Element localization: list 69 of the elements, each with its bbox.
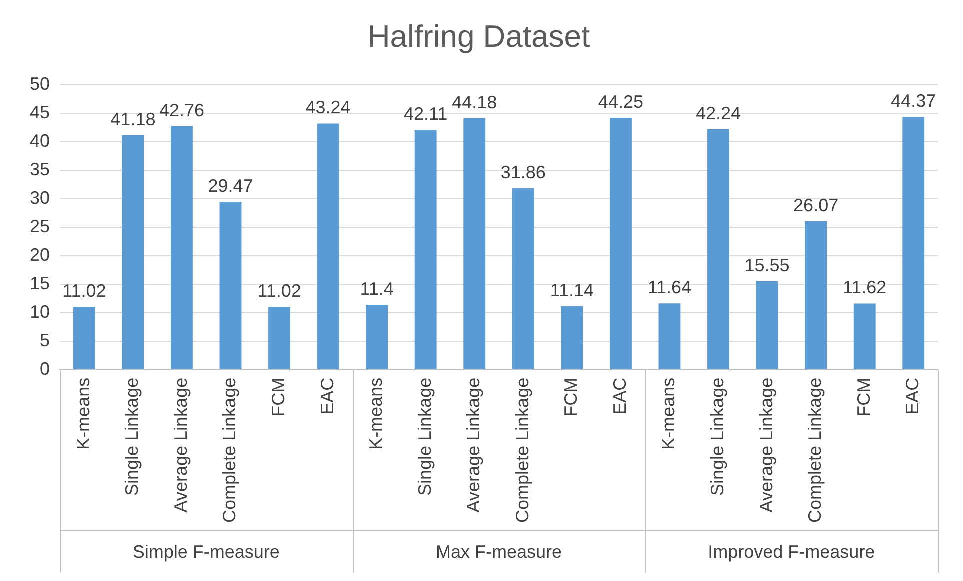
y-tick-label: 25 [30, 216, 50, 237]
data-label: 11.4 [360, 278, 394, 299]
y-tick-label: 15 [30, 273, 50, 294]
y-tick-label: 30 [30, 188, 50, 208]
x-tick-label: FCM [854, 378, 874, 417]
data-label: 41.18 [110, 109, 156, 130]
y-tick-label: 10 [30, 302, 50, 322]
x-tick-label: K-means [366, 378, 386, 450]
y-tick-label: 40 [30, 131, 50, 152]
bar [220, 202, 242, 370]
x-tick-label: EAC [902, 378, 923, 415]
data-label: 11.14 [550, 280, 594, 300]
data-label: 11.62 [842, 278, 887, 298]
x-tick-label: K-means [73, 378, 94, 450]
bar [756, 281, 778, 370]
data-label: 42.76 [159, 100, 204, 120]
bar [366, 304, 388, 370]
data-label: 11.02 [62, 281, 106, 302]
y-tick-label: 45 [30, 102, 50, 123]
bar [658, 304, 681, 370]
x-tick-label: FCM [268, 378, 288, 417]
data-label: 11.64 [648, 278, 692, 298]
data-label: 31.86 [500, 162, 546, 182]
bar [464, 118, 486, 370]
bar [561, 306, 584, 370]
bar [317, 124, 340, 370]
bar [708, 129, 730, 370]
data-label: 42.11 [404, 104, 448, 124]
bar [73, 307, 96, 370]
y-tick-label: 50 [30, 74, 50, 94]
data-label: 26.07 [794, 195, 839, 216]
text: Improved F-measure [708, 542, 876, 562]
x-tick-label: Single Linkage [122, 378, 142, 496]
x-tick-label: EAC [317, 378, 338, 415]
x-tick-label: Average Linkage [756, 378, 776, 513]
text: Simple F-measure [132, 542, 280, 562]
bar [805, 221, 828, 370]
bar [902, 117, 925, 370]
data-label: 42.24 [696, 103, 742, 124]
y-tick-label: 20 [30, 244, 50, 265]
chart-title: Halfring Dataset [368, 19, 591, 54]
bar [512, 188, 534, 370]
data-label: 44.37 [891, 91, 936, 112]
bar [854, 304, 876, 370]
bar [122, 135, 144, 370]
bar [170, 126, 193, 370]
data-label: 29.47 [208, 176, 254, 196]
data-label: 44.18 [452, 92, 498, 112]
text: Max F-measure [436, 542, 562, 562]
x-tick-label: Single Linkage [707, 378, 728, 496]
bar [268, 307, 290, 370]
data-label: 43.24 [306, 98, 351, 118]
x-tick-label: Complete Linkage [805, 378, 826, 524]
x-tick-label: Average Linkage [464, 378, 484, 513]
y-tick-label: 5 [40, 330, 50, 350]
x-tick-label: K-means [658, 378, 679, 450]
x-tick-label: EAC [610, 378, 630, 415]
data-label: 15.55 [744, 255, 790, 276]
y-tick-label: 35 [30, 160, 50, 180]
x-tick-label: Complete Linkage [220, 378, 240, 524]
bar [414, 130, 437, 370]
x-tick-label: FCM [561, 378, 582, 417]
data-label: 11.02 [258, 281, 302, 302]
bar [610, 118, 632, 370]
x-tick-label: Complete Linkage [512, 378, 532, 524]
x-tick-label: Single Linkage [414, 378, 435, 496]
x-tick-label: Average Linkage [170, 378, 191, 513]
y-tick-label: 0 [40, 358, 50, 379]
data-label: 44.25 [598, 92, 644, 112]
